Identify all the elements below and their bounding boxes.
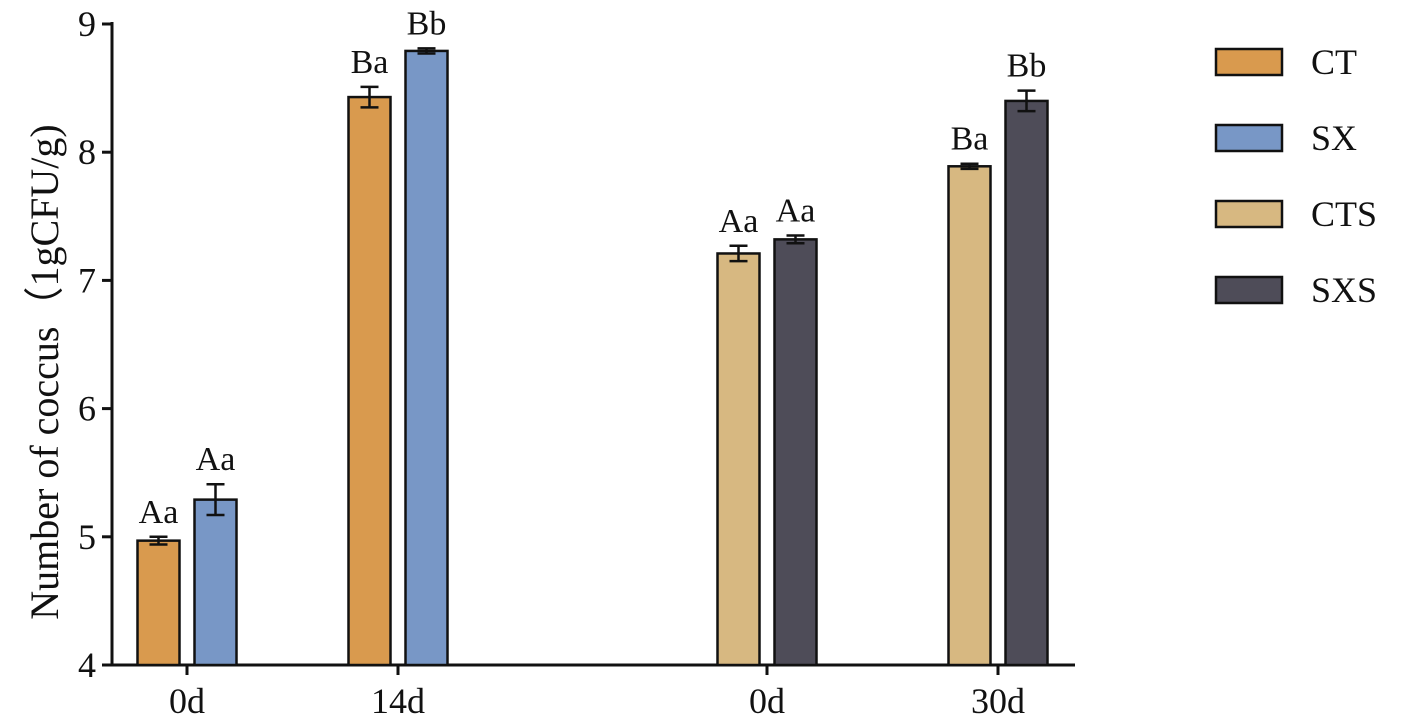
significance-label: Aa: [139, 494, 179, 531]
y-tick-label: 7: [78, 260, 96, 300]
x-tick-label: 0d: [749, 681, 785, 721]
legend-label-ct: CT: [1311, 42, 1357, 82]
y-tick-label: 9: [78, 4, 96, 44]
significance-label: Bb: [407, 5, 447, 42]
significance-label: Ba: [951, 121, 989, 158]
legend: CT SX CTS SXS: [1214, 42, 1377, 310]
legend-swatch-sx: [1214, 123, 1284, 153]
bar-cts: [716, 252, 761, 667]
x-axis: 0d 14d 0d 30d: [111, 663, 1075, 721]
y-tick-label: 6: [78, 389, 96, 429]
y-tick-label: 4: [78, 645, 96, 685]
legend-swatch-ct: [1214, 47, 1284, 77]
bars: Aa Aa Ba Bb Aa Aa Ba Bb: [136, 5, 1049, 667]
legend-swatch-cts: [1214, 199, 1284, 229]
legend-swatch-sxs: [1214, 275, 1284, 305]
bar-sx: [404, 49, 449, 667]
significance-label: Aa: [719, 203, 759, 240]
legend-label-sxs: SXS: [1311, 270, 1377, 310]
significance-label: Bb: [1007, 48, 1047, 85]
significance-label: Ba: [351, 44, 389, 81]
legend-label-cts: CTS: [1311, 194, 1377, 234]
bar-ct: [136, 539, 181, 667]
y-axis: 4 5 6 7 8 9: [78, 4, 114, 685]
x-tick-label: 14d: [371, 681, 425, 721]
bar-sx: [193, 498, 238, 667]
bar-ct: [347, 95, 392, 667]
significance-label: Aa: [776, 193, 816, 230]
x-tick-label: 30d: [971, 681, 1025, 721]
bar-sxs: [773, 238, 818, 667]
bar-sxs: [1004, 99, 1049, 667]
y-tick-label: 5: [78, 517, 96, 557]
y-tick-label: 8: [78, 132, 96, 172]
significance-label: Aa: [196, 441, 236, 478]
bar-cts: [947, 165, 992, 667]
legend-label-sx: SX: [1311, 118, 1357, 158]
x-tick-label: 0d: [169, 681, 205, 721]
y-axis-label: Number of coccus（1gCFU/g): [22, 124, 67, 619]
